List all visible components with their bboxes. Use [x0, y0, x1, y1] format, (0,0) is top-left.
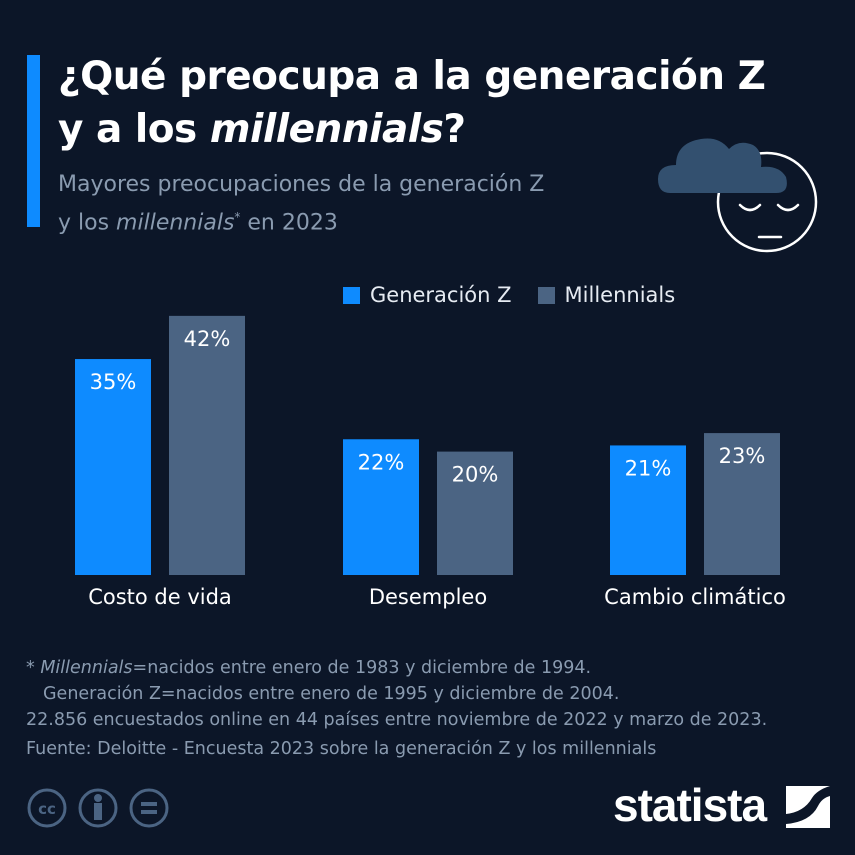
statista-logo: statista — [613, 779, 767, 831]
footnotes: * Millennials=nacidos entre enero de 198… — [26, 655, 767, 762]
source: Fuente: Deloitte - Encuesta 2023 sobre l… — [26, 739, 657, 759]
category-label: Desempleo — [369, 585, 487, 609]
subtitle: Mayores preocupaciones de la generación … — [58, 172, 545, 236]
license-icons[interactable]: cc — [26, 786, 176, 830]
chart-legend: Generación Z Millennials — [343, 283, 701, 307]
bar-generacion-z — [343, 439, 419, 575]
data-label: 22% — [358, 450, 405, 474]
statista-logo-mark-icon — [786, 786, 830, 828]
data-label: 21% — [625, 456, 672, 480]
data-label: 35% — [90, 370, 137, 394]
legend-item-generacion-z: Generación Z — [343, 283, 512, 307]
bar-millennials — [437, 451, 513, 575]
bar-generacion-z — [75, 359, 151, 575]
bar-millennials — [704, 433, 780, 575]
bar-millennials — [169, 315, 245, 575]
page-title: ¿Qué preocupa a la generación Z y a los … — [58, 54, 766, 152]
data-label: 20% — [452, 463, 499, 487]
by-icon — [78, 788, 118, 828]
title-accent-bar — [27, 55, 40, 227]
svg-text:cc: cc — [38, 800, 56, 818]
legend-swatch — [537, 286, 555, 304]
category-label: Cambio climático — [604, 585, 786, 609]
category-label: Costo de vida — [88, 585, 232, 609]
legend-swatch — [343, 286, 360, 304]
bar-generacion-z — [610, 445, 686, 575]
worried-face-cloud-icon — [658, 138, 818, 253]
legend-item-millennials: Millennials — [537, 283, 675, 307]
cc-icon: cc — [27, 788, 67, 828]
bar-chart: 35% 42% Costo de vida 22% 20% Desempleo 21% 23%… — [75, 315, 786, 609]
data-label: 42% — [184, 327, 231, 351]
data-label: 23% — [719, 444, 766, 468]
nd-icon — [129, 788, 169, 828]
